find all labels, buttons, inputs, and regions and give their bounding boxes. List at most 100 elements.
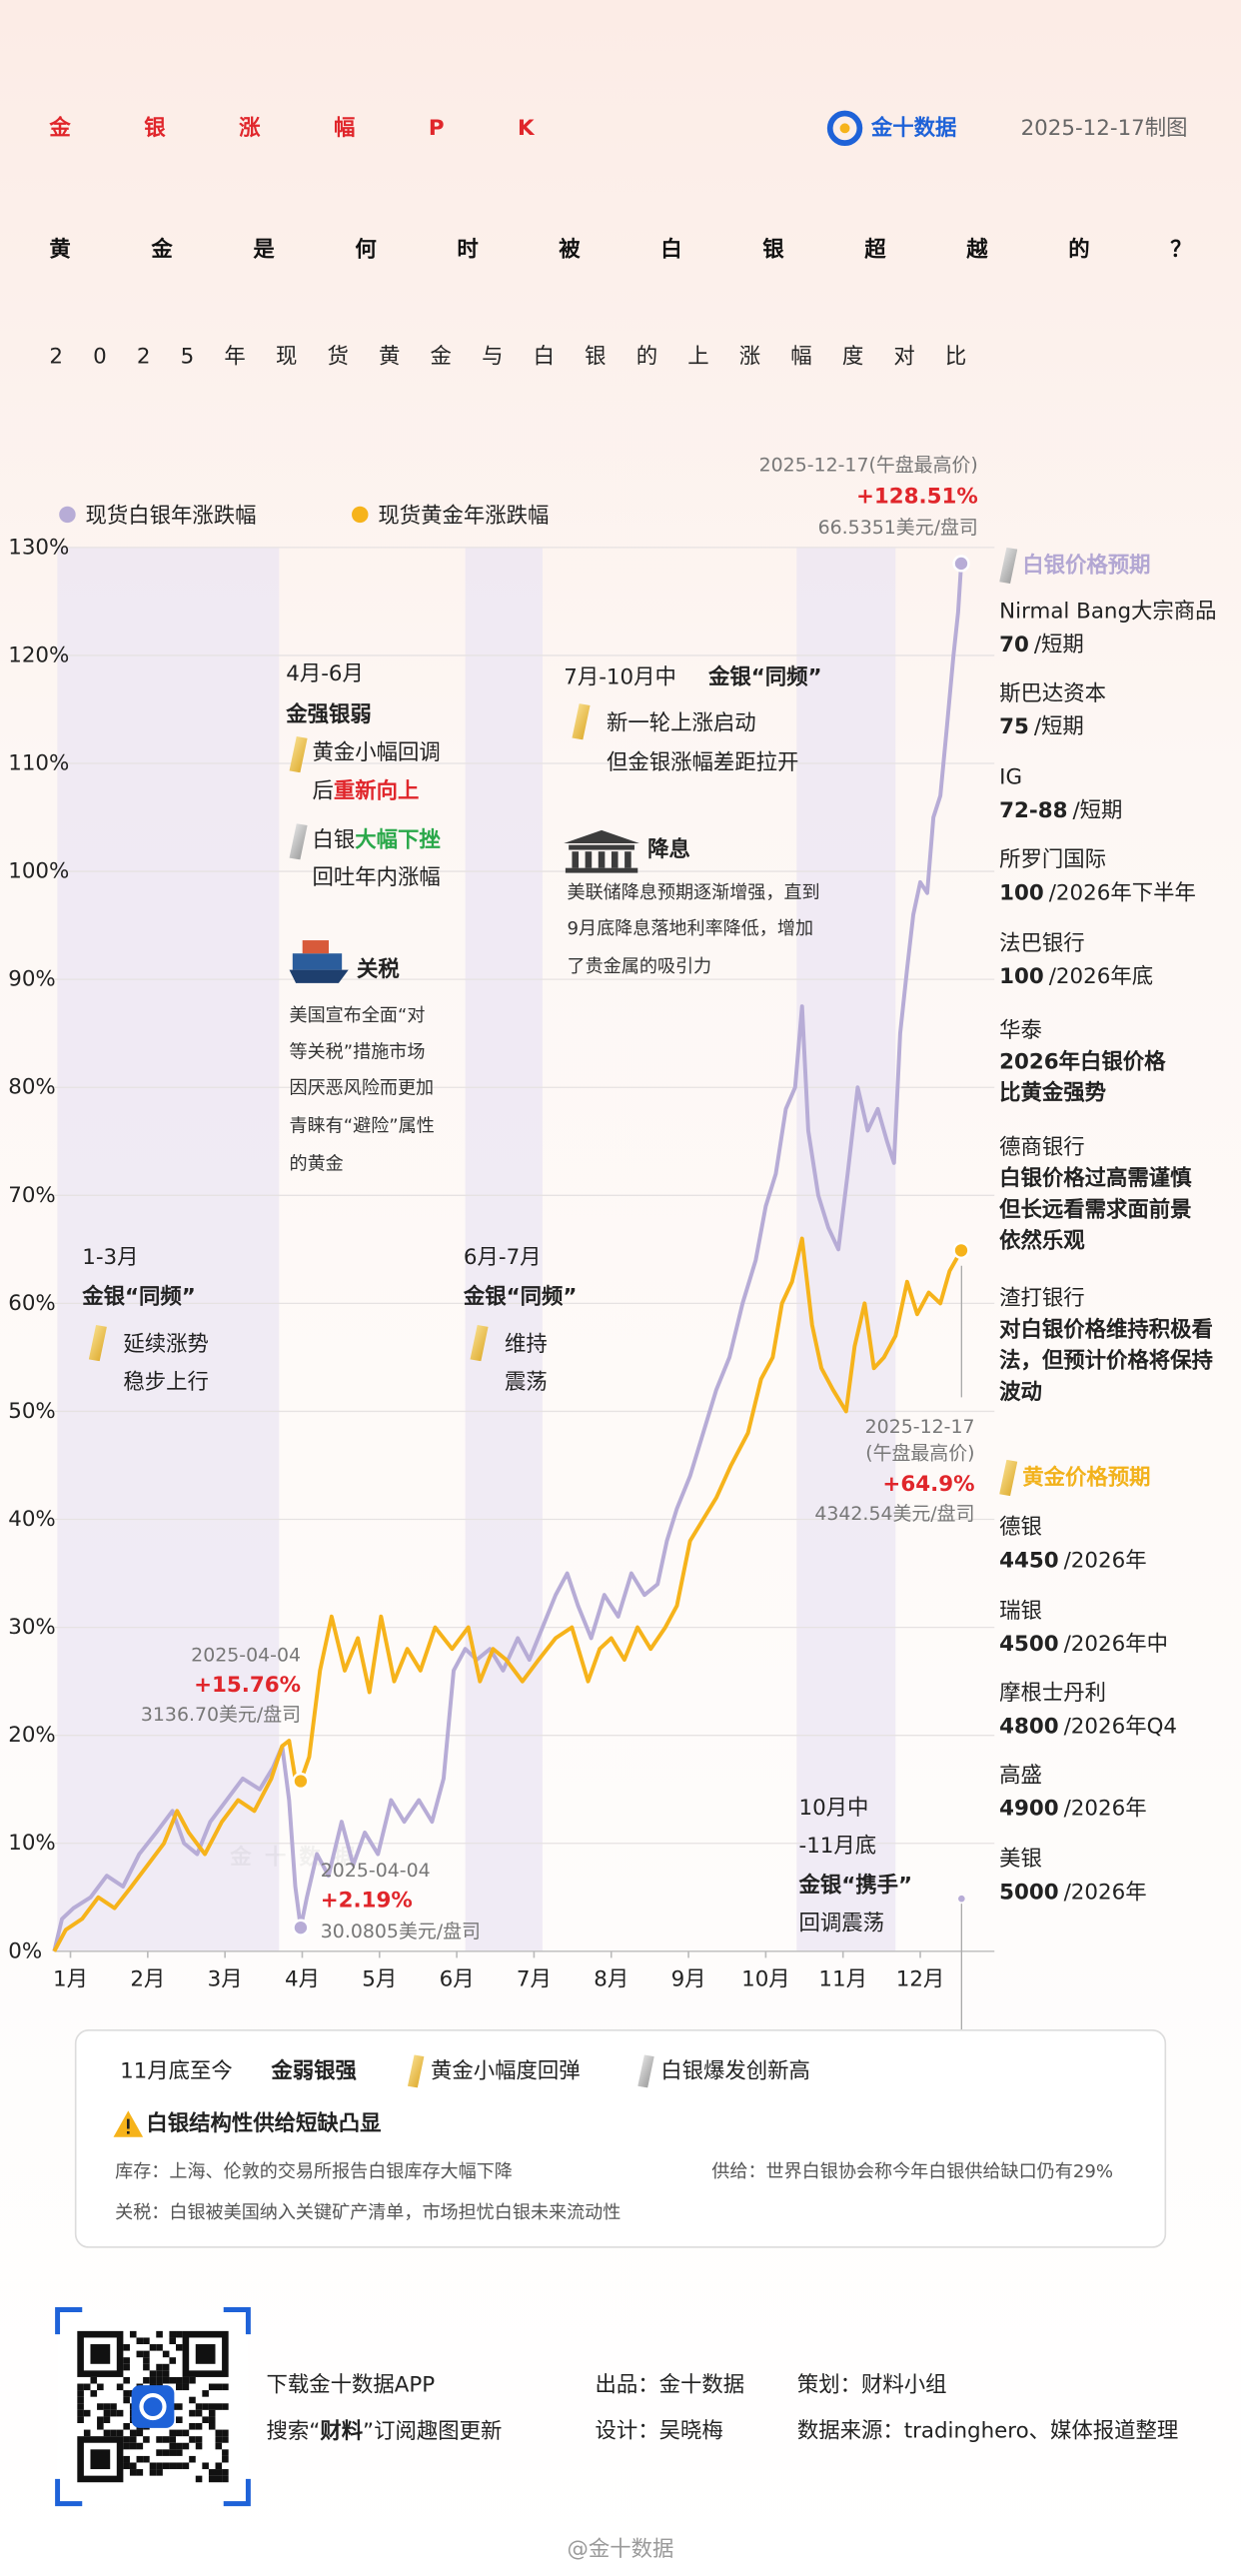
summary-note: 供给：世界白银协会称今年白银供给缺口仍有29%: [711, 2161, 1113, 2182]
forecast-value: 5000: [999, 1880, 1058, 1905]
forecast-text: 对白银价格维持积极看: [999, 1316, 1213, 1342]
qr-module: [162, 2462, 170, 2470]
footer-credit: 出品：金十数据: [596, 2373, 745, 2398]
note-highlight: 重新向上: [334, 777, 419, 803]
qr-module: [156, 2330, 163, 2338]
forecast-name: IG: [999, 765, 1022, 790]
note-line: 美国宣布全面“对: [290, 1005, 426, 1026]
legend-marker: [59, 506, 76, 524]
forecast-line: 70/短期: [999, 632, 1084, 656]
forecast-value: 4500: [999, 1632, 1058, 1657]
bank-icon: [564, 829, 639, 873]
forecast-text: 法，但预计价格将保持: [999, 1348, 1213, 1374]
qr-module: [182, 2429, 190, 2437]
forecast-line: 4900/2026年: [999, 1796, 1146, 1821]
qr-module: [169, 2376, 177, 2384]
phase-band: [796, 547, 896, 1951]
qr-module: [215, 2475, 223, 2483]
forecast-name: 所罗门国际: [999, 847, 1106, 872]
qr-module: [143, 2455, 150, 2463]
forecast-note: /短期: [1072, 798, 1122, 823]
note-line: 的黄金: [290, 1153, 344, 1174]
qr-module: [182, 2442, 190, 2450]
qr-module: [110, 2429, 117, 2437]
note-line: 白银大幅下挫: [313, 827, 442, 852]
forecast-name: 渣打银行: [999, 1286, 1084, 1311]
annotation-value: +64.9%: [882, 1472, 974, 1497]
forecast-name: 德银: [999, 1515, 1042, 1540]
date: 2025-12-17制图: [1021, 116, 1188, 141]
forecast-name: Nirmal Bang大宗商品: [999, 600, 1216, 625]
legend-label: 现货白银年涨跌幅: [86, 504, 257, 529]
qr-module: [182, 2376, 190, 2384]
y-tick-label: 20%: [8, 1723, 56, 1748]
note-theme: 金银“同频”: [463, 1284, 578, 1310]
qr-module: [136, 2455, 144, 2463]
y-tick-label: 90%: [8, 967, 56, 992]
y-tick-label: 120%: [8, 643, 69, 667]
forecast-value: 75: [999, 714, 1029, 739]
qr-module: [149, 2370, 157, 2377]
note-theme: 金强银弱: [285, 701, 371, 727]
qr-module: [123, 2455, 130, 2463]
note-line: 等关税”措施市场: [290, 1041, 426, 1062]
qr-module: [116, 2409, 124, 2417]
qr-module: [222, 2455, 229, 2463]
note-text: 白银: [313, 827, 356, 852]
qr-module: [162, 2350, 170, 2358]
forecast-name: 摩根士丹利: [999, 1681, 1106, 1706]
note-line: 震荡: [505, 1370, 548, 1395]
legend-label: 现货黄金年涨跌幅: [378, 504, 549, 529]
qr-module: [83, 2383, 91, 2391]
forecast-value: 100: [999, 880, 1044, 905]
y-tick-label: 110%: [8, 750, 69, 775]
qr-module: [143, 2376, 150, 2384]
qr-module: [222, 2475, 229, 2483]
y-tick-label: 60%: [8, 1291, 56, 1316]
forecast-name: 法巴银行: [999, 931, 1084, 956]
qr-code: [55, 2307, 251, 2507]
note-theme: 金银“携手”: [797, 1873, 912, 1899]
qr-module: [156, 2376, 163, 2384]
qr-module: [143, 2436, 150, 2443]
qr-module: [169, 2462, 177, 2470]
y-tick-label: 40%: [8, 1507, 56, 1532]
qr-module: [90, 2390, 98, 2397]
qr-module: [123, 2390, 130, 2397]
annotation-date: (午盘最高价): [865, 1442, 974, 1464]
forecast-value: 72-88: [999, 798, 1067, 823]
qr-module: [208, 2403, 216, 2410]
annotation-date: 2025-12-17: [865, 1416, 975, 1438]
legend-marker: [352, 506, 369, 524]
annotation-marker: [292, 1919, 310, 1936]
annotation-date: 2025-04-04: [321, 1860, 431, 1882]
qr-module: [202, 2416, 209, 2423]
summary-gold: 黄金小幅度回弹: [431, 2058, 581, 2083]
annotation-value: +15.76%: [194, 1673, 301, 1698]
footer-text: ”订阅趣图更新: [363, 2419, 502, 2444]
note-theme: 金银“同频”: [707, 663, 822, 689]
forecast-line: 100/2026年下半年: [999, 880, 1196, 905]
qr-module: [215, 2442, 223, 2450]
annotation-value: +2.19%: [321, 1888, 413, 1913]
qr-module: [123, 2376, 130, 2384]
forecast-line: 4500/2026年中: [999, 1632, 1168, 1657]
qr-module: [149, 2344, 157, 2351]
forecast-title: 黄金价格预期: [1022, 1465, 1150, 1491]
forecast-name: 斯巴达资本: [999, 681, 1106, 706]
annotation-price: 30.0805美元/盘司: [321, 1921, 481, 1942]
x-tick-label: 9月: [671, 1966, 706, 1991]
qr-module: [176, 2462, 183, 2470]
forecast-line: 72-88/短期: [999, 798, 1122, 823]
summary-period: 11月底至今: [120, 2058, 233, 2083]
qr-module: [123, 2422, 130, 2430]
note-line: 维持: [505, 1332, 548, 1357]
phase-band: [57, 547, 280, 1951]
footer-search: 搜索“财料”订阅趣图更新: [266, 2419, 502, 2444]
x-tick-label: 6月: [440, 1966, 475, 1991]
qr-module: [149, 2462, 157, 2470]
qr-module: [77, 2396, 84, 2404]
summary-headline: 白银结构性供给短缺凸显: [146, 2110, 381, 2136]
x-tick-label: 2月: [130, 1966, 165, 1991]
